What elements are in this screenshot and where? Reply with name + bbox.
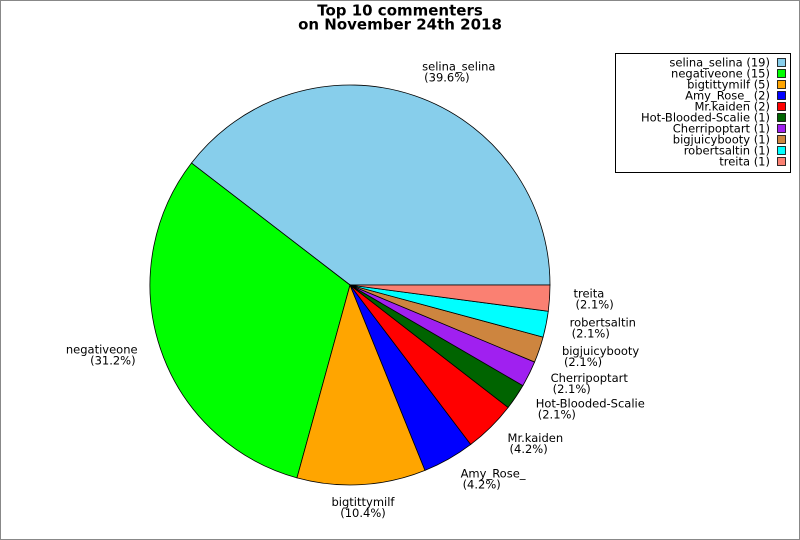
slice-label: Hot-Blooded-Scalie	[536, 397, 645, 411]
slice-label: robertsaltin	[570, 316, 636, 330]
legend-label: Mr.kaiden (2)	[694, 100, 770, 114]
value-label: (4.2%)	[510, 442, 548, 456]
legend-label: Cherripoptart (1)	[673, 122, 770, 136]
legend-swatch	[777, 102, 786, 111]
value-label: (39.6%)	[424, 70, 470, 84]
legend-swatch	[777, 124, 786, 133]
value-label: (10.4%)	[340, 506, 386, 520]
pie-slice	[349, 284, 551, 312]
legend-label: negativeone (15)	[671, 67, 770, 81]
legend-swatch	[777, 69, 786, 78]
legend-label: treita (1)	[719, 155, 770, 169]
value-label: (31.2%)	[90, 354, 136, 368]
legend-label: bigjuicybooty (1)	[673, 133, 770, 147]
legend-label: bigtittymilf (5)	[687, 78, 770, 92]
slice-label: treita	[574, 286, 605, 300]
value-label: (4.2%)	[463, 477, 501, 491]
legend-label: Hot-Blooded-Scalie (1)	[641, 111, 770, 125]
slice-label: Mr.kaiden	[508, 431, 564, 445]
legend-swatch	[777, 135, 786, 144]
value-label: (2.1%)	[538, 408, 576, 422]
legend-swatch	[777, 91, 786, 100]
slice-label: Cherripoptart	[551, 371, 629, 385]
pie-slice	[190, 84, 551, 286]
legend-swatch	[777, 113, 786, 122]
legend-box	[615, 53, 791, 173]
value-label: (2.1%)	[564, 355, 602, 369]
slice-label: selina_selina	[422, 59, 495, 73]
legend-swatch	[777, 157, 786, 166]
slice-label: bigjuicybooty	[562, 344, 639, 358]
legend-swatch	[777, 146, 786, 155]
slice-label: bigtittymilf	[332, 495, 396, 509]
pie-slice	[296, 283, 426, 486]
value-label: (2.1%)	[572, 327, 610, 341]
value-label: (2.1%)	[576, 297, 614, 311]
chart-title: on November 24th 2018	[298, 16, 502, 34]
legend-label: Amy_Rose_ (2)	[685, 89, 770, 103]
value-label: (2.1%)	[553, 382, 591, 396]
legend-label: selina_selina (19)	[669, 56, 770, 70]
legend-swatch	[777, 80, 786, 89]
slice-label: Amy_Rose_	[461, 466, 526, 480]
pie-slice	[149, 162, 351, 479]
slice-label: negativeone	[66, 343, 138, 357]
chart-title: Top 10 commenters	[317, 2, 483, 20]
legend-label: robertsaltin (1)	[684, 144, 770, 158]
legend-swatch	[777, 58, 786, 67]
